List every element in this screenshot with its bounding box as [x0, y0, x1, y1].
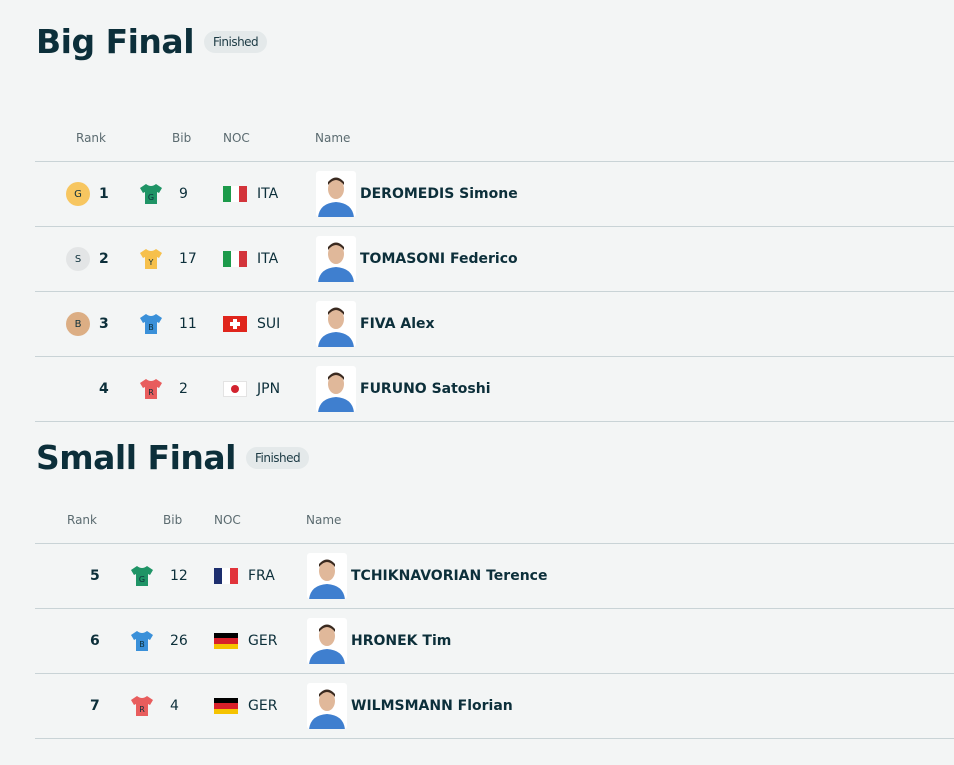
bib-number: 2 — [179, 381, 188, 397]
japan-flag — [223, 381, 247, 397]
athlete-name[interactable]: HRONEK Tim — [351, 633, 452, 649]
bib-number: 4 — [170, 698, 179, 714]
section-title: Big Final Finished — [36, 22, 268, 61]
jersey-icon: R — [140, 379, 162, 399]
athlete-photo — [307, 683, 347, 729]
rank: 2 — [99, 251, 109, 267]
bib-number: 11 — [179, 316, 197, 332]
status-badge: Finished — [204, 30, 268, 53]
italy-flag — [223, 251, 247, 267]
athlete-name[interactable]: TCHIKNAVORIAN Terence — [351, 568, 548, 584]
jersey-icon: Y — [140, 249, 162, 269]
athlete-photo — [316, 171, 356, 217]
header-rank[interactable]: Rank — [67, 513, 97, 527]
results-table: Rank Bib NOC Name 5 G 12 FRA TCHIKNAVORIAN Te… — [35, 497, 954, 739]
bib-number: 12 — [170, 568, 188, 584]
bib-number: 26 — [170, 633, 188, 649]
status-badge: Finished — [245, 446, 310, 469]
table-row[interactable]: 7 R 4 GER WILMSMANN Florian — [35, 674, 954, 739]
italy-flag — [223, 186, 247, 202]
medal-icon: S — [66, 247, 90, 271]
germany-flag — [214, 633, 238, 649]
table-header: Rank Bib NOC Name — [35, 497, 954, 544]
jersey-icon: B — [140, 314, 162, 334]
svg-text:B: B — [148, 323, 154, 332]
header-rank[interactable]: Rank — [76, 131, 106, 145]
athlete-name[interactable]: FIVA Alex — [360, 316, 435, 332]
svg-text:Y: Y — [148, 258, 154, 267]
rank: 7 — [90, 698, 100, 714]
table-row[interactable]: 6 B 26 GER HRONEK Tim — [35, 609, 954, 674]
svg-text:B: B — [139, 640, 145, 649]
medal-icon: B — [66, 312, 90, 336]
athlete-photo — [307, 618, 347, 664]
noc-code: GER — [248, 633, 278, 649]
noc-code: ITA — [257, 186, 279, 202]
header-noc[interactable]: NOC — [223, 131, 250, 145]
header-bib[interactable]: Bib — [163, 513, 183, 527]
noc-code: SUI — [257, 316, 281, 332]
svg-text:R: R — [148, 388, 154, 397]
table-row[interactable]: 5 G 12 FRA TCHIKNAVORIAN Terence — [35, 544, 954, 609]
header-name[interactable]: Name — [306, 513, 342, 527]
bib-number: 17 — [179, 251, 197, 267]
table-header: Rank Bib NOC Name — [35, 115, 954, 162]
athlete-photo — [316, 301, 356, 347]
svg-text:G: G — [139, 575, 145, 584]
bib-number: 9 — [179, 186, 188, 202]
athlete-photo — [316, 236, 356, 282]
noc-code: FRA — [248, 568, 275, 584]
header-noc[interactable]: NOC — [214, 513, 241, 527]
section-title: Small Final Finished — [36, 438, 310, 477]
table-row[interactable]: G 1 G 9 ITA DEROMEDIS Simone — [35, 162, 954, 227]
results-table: Rank Bib NOC Name G 1 G 9 ITA DEROMEDIS Simone… — [35, 115, 954, 422]
athlete-name[interactable]: TOMASONI Federico — [360, 251, 518, 267]
switzerland-flag — [223, 316, 247, 332]
header-name[interactable]: Name — [315, 131, 351, 145]
germany-flag — [214, 698, 238, 714]
rank: 4 — [99, 381, 109, 397]
rank: 1 — [99, 186, 109, 202]
rank: 6 — [90, 633, 100, 649]
athlete-photo — [316, 366, 356, 412]
athlete-photo — [307, 553, 347, 599]
jersey-icon: B — [131, 631, 153, 651]
athlete-name[interactable]: WILMSMANN Florian — [351, 698, 513, 714]
svg-text:R: R — [139, 705, 145, 714]
noc-code: JPN — [257, 381, 281, 397]
table-row[interactable]: S 2 Y 17 ITA TOMASONI Federico — [35, 227, 954, 292]
jersey-icon: R — [131, 696, 153, 716]
table-row[interactable]: 4 R 2 JPN FURUNO Satoshi — [35, 357, 954, 422]
medal-icon: G — [66, 182, 90, 206]
header-bib[interactable]: Bib — [172, 131, 192, 145]
jersey-icon: G — [140, 184, 162, 204]
noc-code: GER — [248, 698, 278, 714]
jersey-icon: G — [131, 566, 153, 586]
france-flag — [214, 568, 238, 584]
table-row[interactable]: B 3 B 11 SUI FIVA Alex — [35, 292, 954, 357]
athlete-name[interactable]: FURUNO Satoshi — [360, 381, 491, 397]
rank: 3 — [99, 316, 109, 332]
athlete-name[interactable]: DEROMEDIS Simone — [360, 186, 518, 202]
svg-text:G: G — [148, 193, 154, 202]
rank: 5 — [90, 568, 100, 584]
noc-code: ITA — [257, 251, 279, 267]
